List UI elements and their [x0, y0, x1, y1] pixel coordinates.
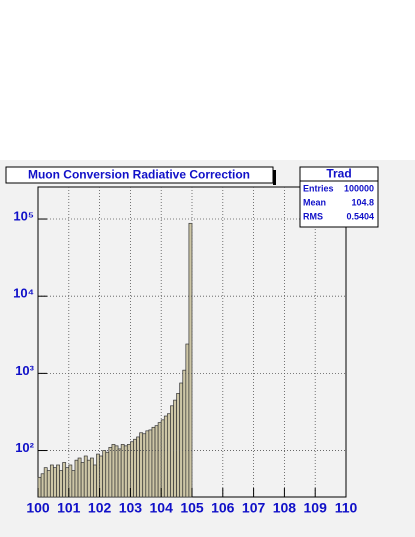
bar: [148, 429, 153, 498]
bar: [188, 222, 193, 498]
title-shadow: [273, 170, 276, 185]
bar: [86, 459, 91, 498]
bar: [142, 433, 147, 498]
bar: [163, 415, 168, 498]
bar: [145, 430, 150, 498]
bar: [62, 462, 67, 498]
bar: [74, 459, 79, 498]
bar: [179, 382, 184, 498]
bar: [170, 405, 174, 498]
bar: [46, 470, 51, 498]
bar: [102, 450, 107, 498]
x-tick-label: 100: [26, 500, 50, 516]
bar: [108, 446, 113, 498]
bar: [185, 343, 190, 498]
bar: [123, 445, 128, 498]
bar: [114, 445, 119, 498]
y-tick-label: 10³: [15, 363, 34, 378]
bar: [56, 464, 60, 498]
bar: [173, 399, 177, 498]
x-tick-label: 104: [150, 500, 174, 516]
x-tick-label: 107: [242, 500, 266, 516]
x-tick-label: 108: [273, 500, 297, 516]
stats-value: 100000: [344, 183, 374, 193]
bar: [93, 464, 97, 498]
bar: [160, 419, 165, 498]
bar: [49, 464, 54, 498]
bar: [111, 444, 116, 498]
bar: [139, 432, 144, 498]
x-tick-label: 105: [180, 500, 204, 516]
bar: [77, 457, 82, 498]
bar: [90, 457, 94, 498]
y-tick-label: 10⁴: [13, 286, 34, 301]
y-tick-label: 10⁵: [13, 208, 34, 223]
bar: [53, 467, 57, 498]
bar: [167, 413, 171, 498]
x-tick-label: 102: [88, 500, 112, 516]
stats-box: [299, 166, 379, 228]
y-tick-label: 10²: [15, 440, 34, 455]
stats-title: Trad: [326, 167, 351, 181]
bar: [154, 425, 159, 498]
bar: [71, 470, 76, 498]
bar: [40, 473, 45, 498]
stats-rows: Entries 100000 Mean 104.8 RMS 0.5404: [303, 183, 374, 221]
stats-label: RMS: [303, 211, 323, 221]
x-tick-label: 103: [119, 500, 143, 516]
bar: [182, 369, 187, 498]
x-tick-label: 110: [335, 500, 358, 516]
plot: 100 101 102 103 104 105 106 107 108 109 110 10² 10³ 1…: [13, 187, 358, 516]
bar: [59, 470, 63, 498]
x-tick-label: 109: [304, 500, 328, 516]
bar: [117, 448, 122, 498]
chart-title: Muon Conversion Radiative Correction: [28, 168, 250, 182]
bar: [83, 455, 88, 498]
stats-label: Entries: [303, 183, 334, 193]
bar: [136, 436, 140, 498]
bar: [80, 462, 85, 498]
x-tick-label: 106: [211, 500, 235, 516]
stats-label: Mean: [303, 197, 326, 207]
stats-value: 104.8: [351, 197, 374, 207]
bar: [151, 426, 156, 498]
bar: [43, 467, 48, 498]
bar: [157, 422, 162, 498]
bar: [105, 451, 110, 498]
bar: [120, 444, 125, 498]
stats-value: 0.5404: [346, 211, 374, 221]
x-tick-label: 101: [57, 500, 81, 516]
bar: [133, 438, 137, 498]
bar: [176, 393, 181, 498]
